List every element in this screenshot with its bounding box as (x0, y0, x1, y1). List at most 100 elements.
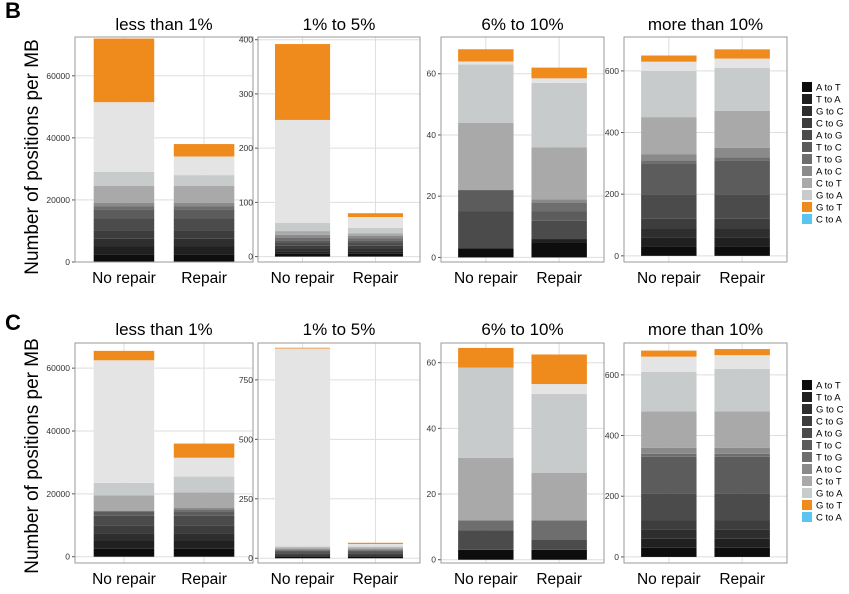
x-tick-label: Repair (536, 270, 582, 287)
bar-segment: C to T: 17 (531, 147, 587, 200)
bar-segment: G to A: 21 (531, 82, 587, 148)
bar-segment: T to G: 10 (714, 157, 770, 161)
x-tick-label: Repair (353, 571, 399, 588)
bar-segment: G to C: 5 (347, 248, 403, 252)
bar-segment: A to G: 4000 (173, 218, 235, 231)
bar-segment: A to T: 2500 (93, 254, 155, 262)
legend-label: A to G (816, 429, 842, 440)
bar-segment: G to A: 10 (347, 227, 403, 234)
y-tick-label: 60 (427, 69, 437, 79)
legend-label: C to G (816, 417, 843, 428)
x-tick-label: No repair (454, 270, 518, 287)
bar-segment: C to G: 5 (347, 553, 403, 555)
bar-segment: G to A: 4000 (93, 482, 155, 496)
bar-segment: A to G: 5 (275, 243, 331, 246)
y-tick-label: 0 (248, 252, 253, 262)
bar-segment: G to C: 5 (275, 554, 331, 556)
bar-segment: C to A: 20 (641, 350, 697, 357)
y-tick-label: 600 (605, 370, 619, 380)
chart-panel: 6% to 10%A to T: 3A to G: 6T to G: 3C to… (427, 320, 605, 588)
chart-panel: less than 1%A to T: 2500T to A: 2500G to… (46, 15, 254, 287)
legend-swatch (802, 380, 812, 390)
legend-swatch (802, 130, 812, 140)
bar-segment: T to A: 1 (531, 239, 587, 243)
bar-segment: G to T: 6000 (173, 156, 235, 176)
bar-segment: G to A: 5 (347, 546, 403, 548)
y-tick-label: 300 (239, 89, 253, 99)
bar-segment: A to C: 20 (641, 154, 697, 161)
bar-segment: C to G: 5 (275, 245, 331, 249)
bar-segment: A to T: 5 (531, 242, 587, 258)
legend-swatch (802, 452, 812, 462)
bar-segment: G to C: 5 (275, 248, 331, 252)
y-tick-label: 400 (605, 128, 619, 138)
y-tick-label: 60000 (46, 71, 70, 81)
bar-segment: T to G: 5 (275, 237, 331, 241)
bar-segment: C to A: 20 (641, 55, 697, 62)
bar-segment: A to G: 90 (714, 493, 770, 521)
bar-segment: T to A: 5 (275, 555, 331, 557)
panel-title: more than 10% (648, 15, 763, 34)
legend-swatch (802, 464, 812, 474)
legend-label: T to G (816, 155, 842, 166)
bar-segment: G to A: 140 (714, 67, 770, 111)
bar-segment: G to T: 39000 (93, 360, 155, 483)
y-axis-label-c: Number of positions per MB (22, 338, 43, 574)
panel-label-b: B (5, 0, 21, 23)
legend-label: G to T (816, 203, 842, 214)
legend-label: C to G (816, 119, 843, 130)
bar-segment: G to T: 22500 (93, 102, 155, 172)
bar-segment: A to C: 5 (275, 234, 331, 238)
bar-segment: C to G: 2500 (173, 525, 235, 534)
bar-segment: A to C: 1 (531, 199, 587, 203)
y-tick-label: 400 (605, 431, 619, 441)
bar-segment: T to C: 5 (275, 550, 331, 553)
bar-segment: T to A: 2500 (93, 246, 155, 255)
bar-segment: C to T: 7 (275, 231, 331, 235)
chart-panel: 1% to 5%A to T: 6T to A: 5G to C: 5C to … (239, 320, 421, 588)
bar-segment: A to G: 80 (641, 194, 697, 219)
bar-segment: C to T: 14.5 (531, 472, 587, 521)
chart-panel: 1% to 5%A to T: 5T to A: 5G to C: 5C to … (239, 15, 421, 287)
bar-segment: T to A: 5 (275, 251, 331, 254)
legend-label: T to A (816, 95, 841, 106)
y-tick-label: 20 (427, 489, 437, 499)
legend-swatch (802, 512, 812, 522)
bar-segment: C to T: 120 (641, 411, 697, 448)
bar-segment: C to T: 5 (347, 547, 403, 549)
bar-segment: A to G: 5 (347, 552, 403, 554)
legends: A to TT to AG to CC to GA to GT to CT to… (802, 82, 844, 524)
bar-segment: C to G: 5 (347, 245, 403, 249)
bar-segment: C to A: 20500 (93, 38, 155, 103)
legend-swatch (802, 392, 812, 402)
legend-label: T to C (816, 441, 842, 452)
x-tick-label: No repair (92, 270, 156, 287)
x-tick-label: No repair (92, 571, 156, 588)
panel-border (74, 36, 254, 263)
bar-segment: A to G: 6 (531, 220, 587, 240)
bar-segment: T to A: 2500 (173, 541, 235, 549)
bar-segment: A to T: 2500 (173, 548, 235, 557)
x-tick-label: No repair (454, 571, 518, 588)
legend-label: G to A (816, 191, 843, 202)
bar-segment: C to T: 5000 (93, 495, 155, 512)
legend-swatch (802, 476, 812, 486)
bar-segment: A to C: 4 (347, 548, 403, 550)
bar-segment: G to C: 30 (641, 228, 697, 238)
bar-segment: A to T: 30 (641, 246, 697, 256)
y-tick-label: 400 (239, 35, 253, 45)
legend-swatch (802, 500, 812, 510)
panel-border (623, 342, 788, 564)
y-tick-label: 0 (65, 552, 70, 562)
legend-label: G to C (816, 107, 844, 118)
bar-segment: A to C: 20 (714, 447, 770, 454)
bar-segment: T to C: 5 (275, 240, 331, 244)
x-tick-label: No repair (271, 571, 335, 588)
legend-swatch (802, 214, 812, 224)
bar-segment: T to A: 2500 (173, 246, 235, 255)
bar-segment: A to G: 80 (714, 194, 770, 219)
bar-segment: C to T: 5000 (173, 492, 235, 508)
legend-label: T to C (816, 143, 842, 154)
y-axis-label-b: Number of positions per MB (22, 39, 43, 275)
